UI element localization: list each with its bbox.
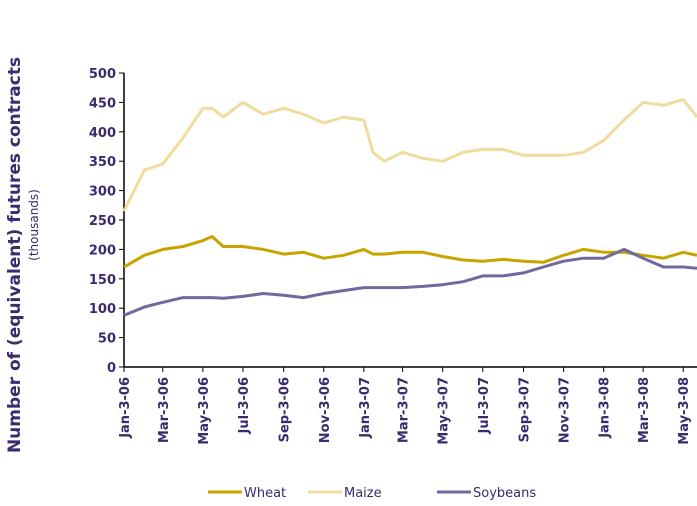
legend-label: Wheat xyxy=(244,486,286,501)
y-tick-label: 250 xyxy=(89,214,116,229)
x-tick-label: Jan-3-08 xyxy=(598,377,613,439)
y-tick-label: 400 xyxy=(89,126,116,141)
x-tick-label: Jan-3-06 xyxy=(118,377,133,439)
legend-label: Maize xyxy=(344,486,382,501)
series-line xyxy=(123,247,697,317)
x-tick-label: Mar-3-06 xyxy=(157,377,172,443)
y-tick-label: 50 xyxy=(98,332,116,347)
y-tick-label: 500 xyxy=(89,67,116,82)
y-tick-label: 350 xyxy=(89,155,116,170)
x-tick-label: May-3-08 xyxy=(677,377,692,445)
legend-label: Soybeans xyxy=(473,486,536,501)
y-tick-label: 100 xyxy=(89,302,116,317)
x-tick-label: Jul-3-07 xyxy=(477,377,492,434)
x-tick-label: Nov-3-06 xyxy=(318,377,333,443)
x-tick-label: Mar-3-07 xyxy=(397,377,412,443)
x-tick-label: May-3-06 xyxy=(197,377,212,445)
y-tick-label: 200 xyxy=(89,243,116,258)
y-tick-label: 450 xyxy=(89,96,116,111)
x-tick-label: May-3-07 xyxy=(437,377,452,445)
y-tick-label: 300 xyxy=(89,185,116,200)
x-tick-label: Jan-3-07 xyxy=(358,377,373,439)
y-axis-sublabel: (thousands) xyxy=(27,189,41,261)
x-tick-label: Mar-3-08 xyxy=(637,377,652,443)
x-tick-label: Jul-3-06 xyxy=(237,377,252,434)
x-tick-label: Sep-3-07 xyxy=(518,377,533,442)
y-axis-label: Number of (equivalent) futures contracts xyxy=(5,57,25,453)
x-tick-label: Sep-3-06 xyxy=(278,377,293,442)
x-tick-label: Nov-3-07 xyxy=(558,377,573,443)
y-tick-label: 150 xyxy=(89,273,116,288)
y-tick-label: 0 xyxy=(107,361,116,376)
series-line xyxy=(123,235,697,269)
series-line xyxy=(122,98,697,212)
